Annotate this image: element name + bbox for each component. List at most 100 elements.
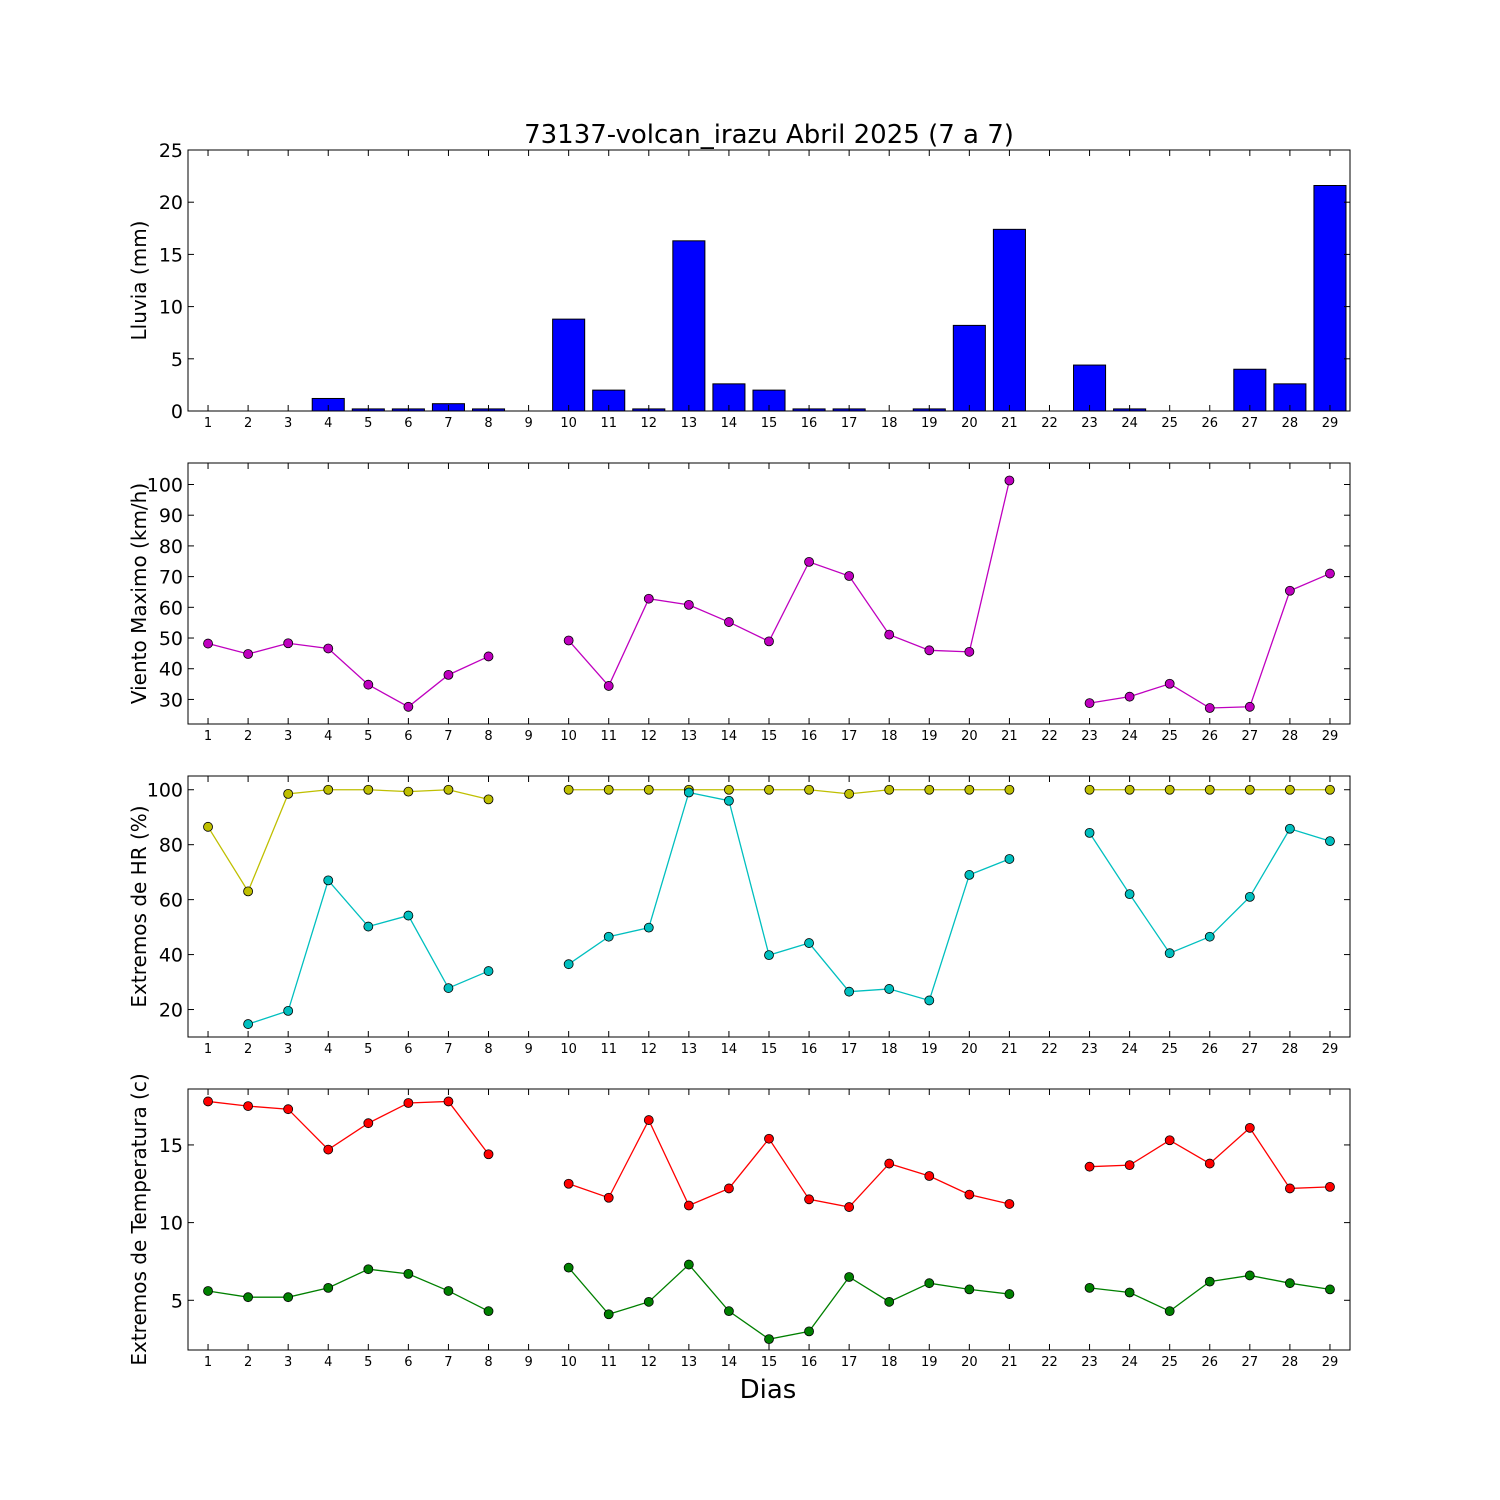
x-tick-label: 11 <box>600 729 617 744</box>
bar-day-27 <box>1233 368 1267 412</box>
x-tick-label: 23 <box>1081 729 1098 744</box>
x-tick-label: 25 <box>1161 1355 1178 1370</box>
point-day-3 <box>283 1292 294 1303</box>
y-tick-label: 40 <box>159 659 183 681</box>
point-day-28 <box>1284 1183 1295 1194</box>
x-tick-label: 16 <box>801 1042 818 1057</box>
point-day-23 <box>1084 698 1095 709</box>
point-day-28 <box>1284 1278 1295 1289</box>
series-3-1 <box>203 784 1335 897</box>
x-tick-label: 4 <box>324 1042 332 1057</box>
point-day-18 <box>884 984 895 994</box>
point-day-21 <box>1004 1199 1015 1209</box>
point-day-21 <box>1004 854 1015 864</box>
x-tick-label: 15 <box>761 416 778 431</box>
series-3-2 <box>243 787 1335 1029</box>
point-day-24 <box>1124 889 1135 900</box>
point-day-27 <box>1244 1122 1255 1133</box>
y-tick-label: 25 <box>159 140 183 162</box>
point-day-11 <box>603 931 614 942</box>
x-tick-label: 6 <box>404 1355 412 1370</box>
x-tick-label: 2 <box>244 1355 252 1370</box>
x-tick-label: 1 <box>204 1355 212 1370</box>
point-day-26 <box>1204 1158 1215 1169</box>
y-axis-label: Extremos de Temperatura (c) <box>127 1073 151 1365</box>
point-day-17 <box>844 1272 855 1282</box>
x-tick-label: 5 <box>364 1355 372 1370</box>
point-day-16 <box>804 556 814 567</box>
x-tick-label: 1 <box>204 729 212 744</box>
x-tick-label: 17 <box>841 1042 858 1057</box>
x-tick-label: 16 <box>801 416 818 431</box>
x-tick-label: 28 <box>1282 1042 1299 1057</box>
x-tick-label: 16 <box>801 729 818 744</box>
x-tick-label: 3 <box>284 416 292 431</box>
x-tick-label: 12 <box>641 1355 658 1370</box>
y-tick-label: 60 <box>159 890 183 912</box>
point-day-1 <box>203 1286 213 1296</box>
y-tick-label: 70 <box>159 567 183 589</box>
x-tick-label: 8 <box>484 1042 492 1057</box>
bar-day-23 <box>1073 364 1107 412</box>
point-day-16 <box>804 1194 814 1205</box>
point-day-12 <box>643 784 654 795</box>
x-tick-label: 23 <box>1081 1042 1098 1057</box>
point-day-7 <box>443 1096 454 1107</box>
point-day-10 <box>563 959 574 970</box>
x-tick-label: 19 <box>921 729 938 744</box>
point-day-19 <box>924 784 935 795</box>
point-day-8 <box>483 1149 494 1160</box>
x-tick-label: 15 <box>761 1355 778 1370</box>
point-day-29 <box>1325 1284 1335 1295</box>
point-day-12 <box>643 593 654 604</box>
x-tick-label: 20 <box>961 1355 978 1370</box>
x-tick-label: 16 <box>801 1355 818 1370</box>
y-tick-label: 20 <box>159 1000 183 1022</box>
x-tick-label: 23 <box>1081 1355 1098 1370</box>
x-tick-label: 3 <box>284 1042 292 1057</box>
point-day-1 <box>203 821 213 832</box>
x-tick-label: 27 <box>1242 1355 1259 1370</box>
x-tick-label: 8 <box>484 416 492 431</box>
y-tick-label: 40 <box>159 945 183 967</box>
x-tick-label: 13 <box>681 1042 698 1057</box>
y-tick-label: 15 <box>159 1135 183 1157</box>
point-day-21 <box>1004 475 1015 486</box>
point-day-13 <box>683 787 694 798</box>
x-tick-label: 28 <box>1282 416 1299 431</box>
point-day-11 <box>603 1309 614 1320</box>
point-day-7 <box>443 669 454 680</box>
x-tick-label: 12 <box>641 729 658 744</box>
x-tick-label: 29 <box>1322 1355 1339 1370</box>
point-day-6 <box>403 701 414 712</box>
x-tick-label: 10 <box>560 1355 577 1370</box>
point-day-28 <box>1284 784 1295 795</box>
point-day-15 <box>764 784 774 795</box>
point-day-24 <box>1124 1287 1135 1298</box>
point-day-26 <box>1204 1276 1215 1287</box>
point-day-29 <box>1325 836 1335 847</box>
point-day-26 <box>1204 931 1215 942</box>
series-4-1 <box>203 1096 1335 1212</box>
point-day-8 <box>483 966 494 976</box>
x-tick-label: 2 <box>244 729 252 744</box>
point-day-19 <box>924 1278 935 1289</box>
point-day-17 <box>844 571 855 581</box>
point-day-13 <box>683 599 694 610</box>
x-tick-label: 21 <box>1001 1355 1018 1370</box>
point-day-23 <box>1084 1161 1095 1172</box>
x-tick-label: 20 <box>961 1042 978 1057</box>
point-day-29 <box>1325 568 1335 579</box>
x-tick-label: 14 <box>721 416 738 431</box>
point-day-25 <box>1164 1135 1175 1146</box>
y-tick-label: 30 <box>159 689 183 711</box>
point-day-1 <box>203 638 213 649</box>
x-tick-label: 1 <box>204 416 212 431</box>
point-day-18 <box>884 629 895 640</box>
point-day-1 <box>203 1096 213 1107</box>
point-day-3 <box>283 788 294 799</box>
x-tick-label: 19 <box>921 1355 938 1370</box>
